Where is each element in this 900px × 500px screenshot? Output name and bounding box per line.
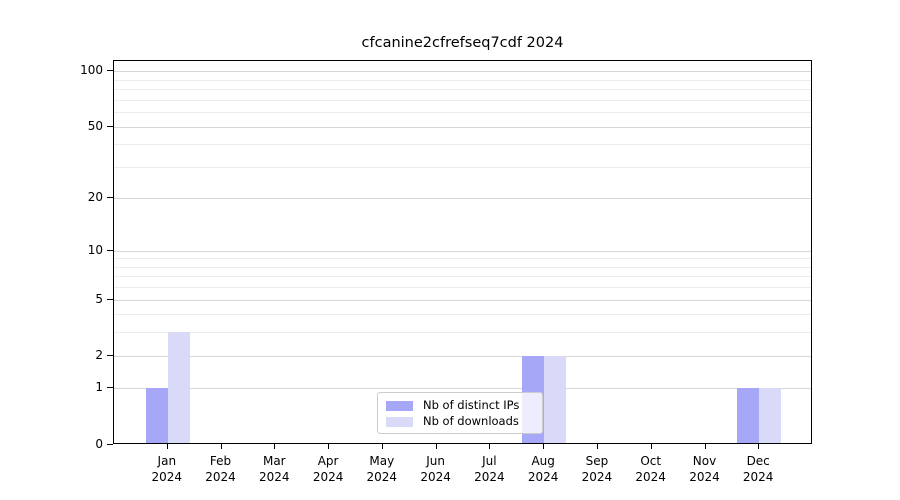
major-gridline — [114, 198, 811, 200]
y-tick-mark — [107, 387, 113, 389]
minor-gridline — [114, 276, 811, 278]
y-tick-mark — [107, 70, 113, 72]
bar-distinct-ips — [737, 388, 760, 444]
y-tick-label: 0 — [95, 436, 103, 451]
x-tick-mark — [543, 444, 545, 449]
x-tick-label: Mar 2024 — [259, 453, 290, 484]
y-tick-label: 10 — [87, 242, 103, 257]
minor-gridline — [114, 99, 811, 101]
x-tick-label: Dec 2024 — [742, 453, 774, 484]
major-gridline — [114, 126, 811, 128]
x-tick-label: Nov 2024 — [689, 453, 720, 484]
minor-gridline — [114, 287, 811, 289]
minor-gridline — [114, 79, 811, 81]
x-tick-mark — [489, 444, 491, 449]
minor-gridline — [114, 112, 811, 114]
x-tick-label: Jun 2024 — [420, 453, 451, 484]
major-gridline — [114, 355, 811, 357]
minor-gridline — [114, 266, 811, 268]
major-gridline — [114, 250, 811, 252]
y-tick-label: 20 — [87, 190, 103, 205]
major-gridline — [114, 388, 811, 390]
y-tick-mark — [107, 125, 113, 127]
bar-downloads — [759, 388, 782, 444]
x-tick-mark — [758, 444, 760, 449]
legend-item-downloads: Nb of downloads — [386, 414, 534, 429]
y-tick-label: 100 — [80, 63, 103, 78]
y-tick-mark — [107, 249, 113, 251]
y-tick-label: 1 — [95, 380, 103, 395]
distinct-ips-swatch — [386, 400, 413, 411]
x-tick-label: Sep 2024 — [581, 453, 613, 484]
legend-item-distinct-ips: Nb of distinct IPs — [386, 398, 534, 413]
major-gridline — [114, 299, 811, 301]
y-tick-mark — [107, 298, 113, 300]
minor-gridline — [114, 314, 811, 316]
minor-gridline — [114, 332, 811, 334]
minor-gridline — [114, 258, 811, 260]
x-tick-mark — [328, 444, 330, 449]
x-tick-label: May 2024 — [366, 453, 398, 484]
chart-title: cfcanine2cfrefseq7cdf 2024 — [361, 35, 564, 51]
y-tick-label: 2 — [95, 347, 103, 362]
y-tick-mark — [107, 354, 113, 356]
x-tick-mark — [704, 444, 706, 449]
y-tick-mark — [107, 443, 113, 445]
downloads-swatch — [386, 416, 413, 427]
x-tick-mark — [596, 444, 598, 449]
y-tick-label: 5 — [95, 291, 103, 306]
x-tick-mark — [650, 444, 652, 449]
x-tick-mark — [435, 444, 437, 449]
x-tick-label: Feb 2024 — [205, 453, 236, 484]
x-tick-label: Oct 2024 — [635, 453, 666, 484]
bar-downloads — [167, 332, 190, 444]
minor-gridline — [114, 166, 811, 168]
x-tick-mark — [274, 444, 276, 449]
x-tick-label: Jul 2024 — [474, 453, 505, 484]
x-tick-mark — [381, 444, 383, 449]
y-tick-label: 50 — [87, 118, 103, 133]
bar-distinct-ips — [145, 388, 168, 444]
y-tick-mark — [107, 197, 113, 199]
minor-gridline — [114, 89, 811, 91]
legend-label-distinct-ips: Nb of distinct IPs — [423, 398, 520, 412]
legend-label-downloads: Nb of downloads — [423, 414, 519, 428]
x-tick-mark — [166, 444, 168, 449]
x-tick-mark — [220, 444, 222, 449]
minor-gridline — [114, 144, 811, 146]
x-tick-label: Jan 2024 — [151, 453, 183, 484]
plot-area — [113, 60, 812, 444]
x-tick-label: Aug 2024 — [527, 453, 559, 484]
legend: Nb of distinct IPs Nb of downloads — [377, 392, 543, 434]
major-gridline — [114, 71, 811, 73]
bar-downloads — [544, 355, 567, 444]
x-tick-label: Apr 2024 — [312, 453, 344, 484]
